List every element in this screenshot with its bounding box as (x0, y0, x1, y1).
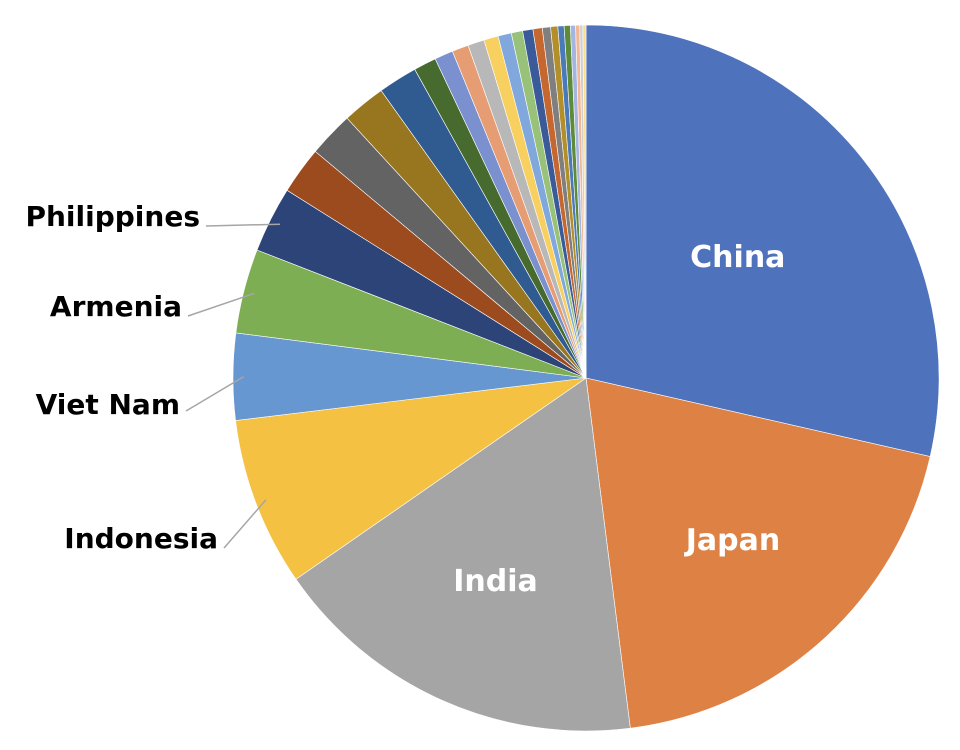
slice-label-indonesia: Indonesia (64, 522, 218, 555)
slice-label-viet-nam: Viet Nam (36, 388, 180, 421)
slice-label-china: China (690, 240, 785, 275)
pie-labels: China Japan India Indonesia Viet Nam Armenia P… (25, 200, 785, 599)
pie-slices (232, 24, 940, 732)
leader-line-philippines (205, 223, 281, 227)
slice-label-india: India (453, 564, 538, 599)
pie-slice-indonesia (235, 377, 587, 580)
pie-slice-28 (582, 24, 587, 379)
pie-slice-japan (585, 377, 931, 729)
slice-label-armenia: Armenia (50, 290, 182, 323)
pie-slice-china (585, 24, 940, 457)
leader-line-viet-nam (185, 376, 244, 412)
slice-label-philippines: Philippines (25, 200, 200, 233)
pie-slice-india (295, 377, 631, 732)
leader-line-indonesia (223, 499, 267, 549)
leader-line-armenia (187, 292, 255, 317)
slice-label-japan: Japan (684, 523, 780, 558)
